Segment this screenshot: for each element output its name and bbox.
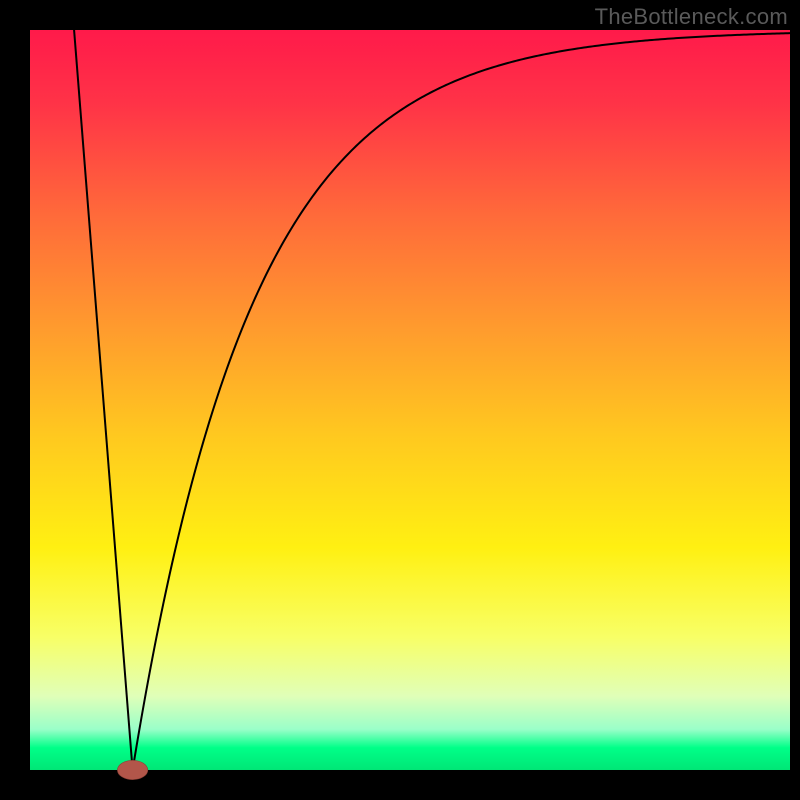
watermark-text: TheBottleneck.com — [595, 4, 788, 30]
chart-container: TheBottleneck.com — [0, 0, 800, 800]
chart-plot-area — [30, 30, 790, 770]
bottleneck-marker — [117, 760, 147, 779]
bottleneck-chart — [0, 0, 800, 800]
